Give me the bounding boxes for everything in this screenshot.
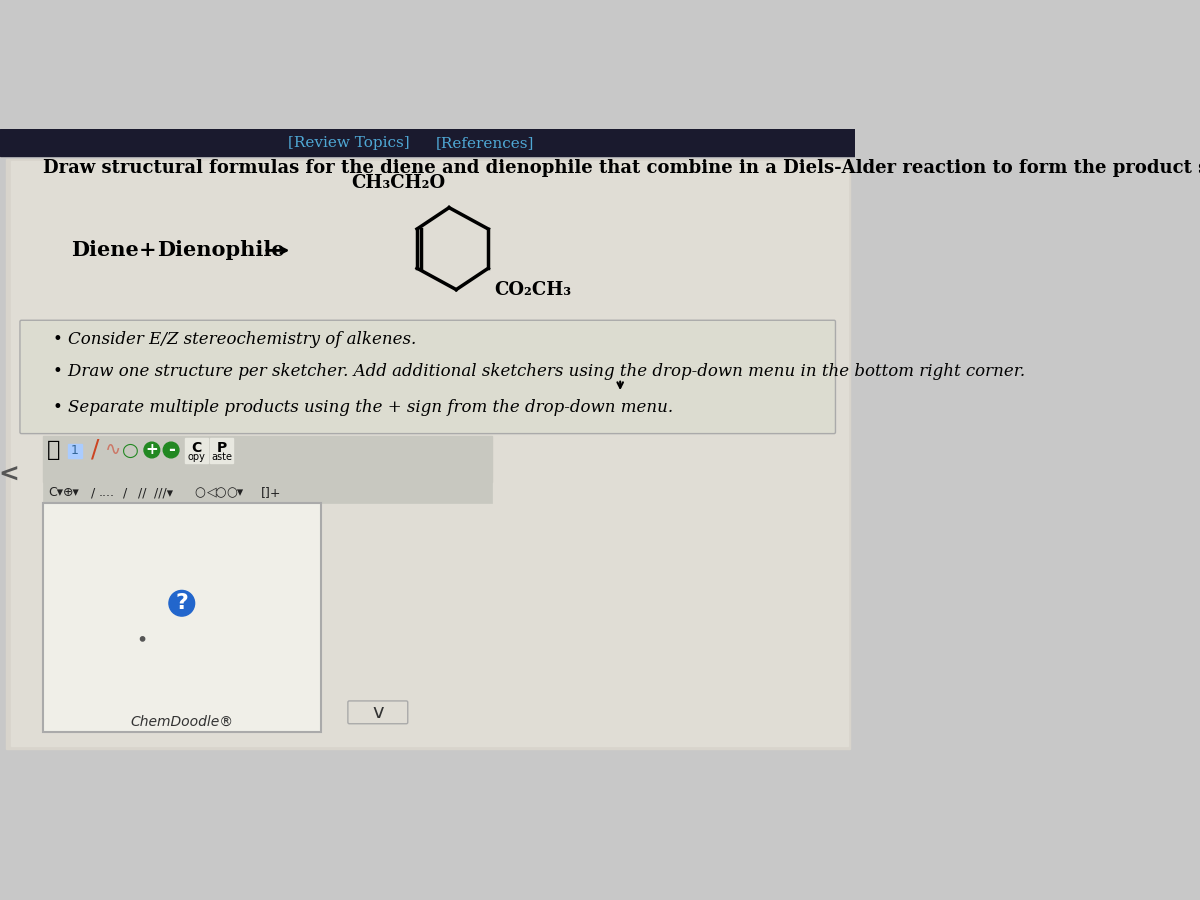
Text: []+: []+ [260, 486, 281, 500]
Text: ....: .... [98, 486, 115, 500]
Circle shape [169, 590, 194, 616]
Text: ∿: ∿ [104, 440, 121, 460]
Text: • Consider E/Z stereochemistry of alkenes.: • Consider E/Z stereochemistry of alkene… [54, 331, 416, 348]
Text: CO₂CH₃: CO₂CH₃ [494, 281, 571, 299]
Text: /: / [91, 438, 98, 462]
Text: • Draw one structure per sketcher. Add additional sketchers using the drop-down : • Draw one structure per sketcher. Add a… [54, 363, 1026, 380]
Text: ○: ○ [194, 486, 205, 500]
Text: Draw structural formulas for the diene and dienophile that combine in a Diels-Al: Draw structural formulas for the diene a… [43, 159, 1200, 177]
Bar [43, 482, 492, 503]
Text: aste: aste [211, 452, 232, 462]
Text: opy: opy [188, 452, 205, 462]
Text: ChemDoodle®: ChemDoodle® [131, 716, 233, 729]
Circle shape [144, 442, 160, 458]
Bar [0, 130, 856, 157]
Bar [43, 436, 492, 482]
Text: /: / [90, 486, 95, 500]
Text: [References]: [References] [436, 136, 534, 149]
Text: C▾: C▾ [48, 486, 64, 500]
Text: P: P [216, 441, 227, 454]
Bar [185, 438, 208, 463]
Bar [43, 503, 320, 732]
Circle shape [163, 442, 179, 458]
Bar [67, 444, 82, 458]
Text: ⊕▾: ⊕▾ [62, 486, 79, 500]
Text: -: - [168, 441, 174, 459]
FancyBboxPatch shape [20, 320, 835, 434]
FancyBboxPatch shape [348, 701, 408, 724]
Text: CH₃CH₂O: CH₃CH₂O [352, 174, 445, 192]
Text: ◁○: ◁○ [208, 486, 228, 500]
Text: <: < [0, 463, 19, 487]
Text: +: + [145, 443, 158, 457]
Text: C: C [192, 441, 202, 454]
Text: //: // [138, 486, 146, 500]
Text: ///▾: ///▾ [155, 486, 174, 500]
Text: 🖐: 🖐 [47, 440, 60, 460]
Bar [210, 438, 233, 463]
Text: +: + [139, 240, 157, 260]
Text: v: v [372, 703, 384, 722]
Text: Dienophile: Dienophile [157, 240, 284, 260]
Text: [Review Topics]: [Review Topics] [288, 136, 410, 149]
Text: • Separate multiple products using the + sign from the drop-down menu.: • Separate multiple products using the +… [54, 399, 673, 416]
Text: ?: ? [175, 593, 188, 613]
Text: /: / [122, 486, 127, 500]
Text: 1: 1 [71, 445, 79, 457]
Text: ○▾: ○▾ [227, 486, 244, 500]
Circle shape [140, 637, 145, 641]
Text: ○: ○ [122, 440, 139, 460]
Text: Diene: Diene [71, 240, 139, 260]
